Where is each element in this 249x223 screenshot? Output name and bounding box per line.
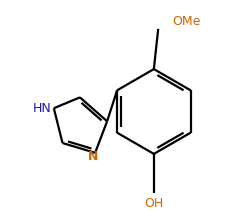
Text: OH: OH xyxy=(144,197,164,211)
Text: HN: HN xyxy=(33,102,51,115)
Text: OMe: OMe xyxy=(172,15,201,28)
Text: N: N xyxy=(88,150,98,163)
